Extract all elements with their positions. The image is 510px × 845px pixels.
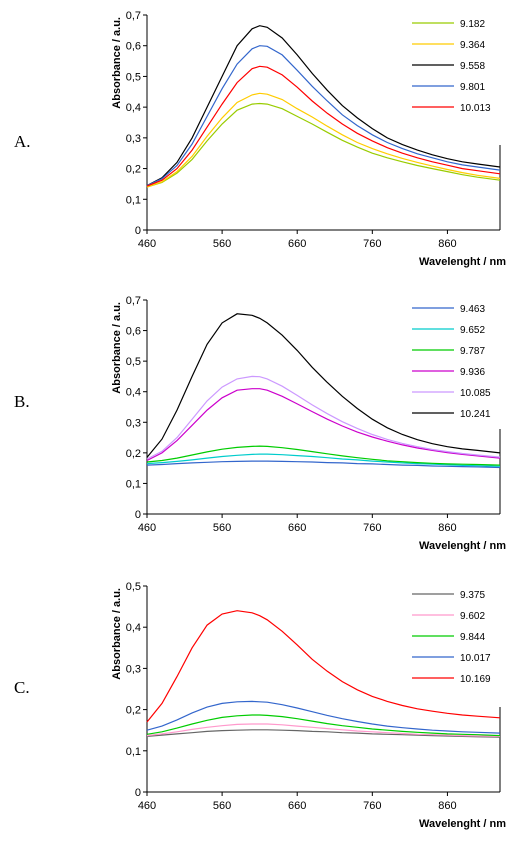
series-line-9.182 <box>146 102 501 188</box>
legend-label: 10.017 <box>460 653 491 664</box>
series-line-9.463 <box>146 460 501 469</box>
chart-panel-1: 0 0,1 0,2 0,3 0,4 0,5 0,6 0,7 460 560 660 760 860 Wav… <box>111 295 506 552</box>
series-line-9.375 <box>146 729 501 738</box>
y-tick-label: 0,4 <box>126 102 141 114</box>
x-tick-label: 560 <box>213 800 231 812</box>
y-tick-label: 0,5 <box>126 71 141 83</box>
series-line-9.844 <box>146 714 501 737</box>
x-tick-label: 760 <box>363 238 381 250</box>
series-line-10.241 <box>146 313 501 458</box>
series-line-10.013 <box>146 65 501 187</box>
series-line-9.652 <box>146 453 501 467</box>
x-tick-label: 560 <box>213 522 231 534</box>
chart-panel-2: 0 0,1 0,2 0,3 0,4 0,5 460 560 660 760 860 Wavelengh… <box>111 581 506 830</box>
x-tick-label: 860 <box>438 522 456 534</box>
y-axis-title: Absorbance / a.u. <box>111 302 123 394</box>
x-tick-label: 860 <box>438 800 456 812</box>
x-tick-label: 660 <box>288 238 306 250</box>
series-line-10.085 <box>146 375 501 460</box>
x-tick-label: 760 <box>363 800 381 812</box>
legend-label: 9.787 <box>460 346 485 357</box>
series-line-9.364 <box>146 92 501 188</box>
legend-label: 10.169 <box>460 674 491 685</box>
legend-label: 10.085 <box>460 388 491 399</box>
panel-label-b: B. <box>14 392 30 411</box>
y-tick-label: 0 <box>135 787 141 799</box>
series-line-9.558 <box>146 25 501 187</box>
y-tick-label: 0 <box>135 225 141 237</box>
series-line-10.169 <box>146 610 501 723</box>
y-tick-label: 0,3 <box>126 663 141 675</box>
x-axis-title: Wavelenght / nm <box>419 818 506 830</box>
legend-label: 9.602 <box>460 611 485 622</box>
x-tick-label: 660 <box>288 800 306 812</box>
y-tick-label: 0,7 <box>126 295 141 307</box>
panel-label-c: C. <box>14 678 30 697</box>
series-line-9.936 <box>146 388 501 462</box>
x-axis-title: Wavelenght / nm <box>419 540 506 552</box>
y-axis-title: Absorbance / a.u. <box>111 588 123 680</box>
y-tick-label: 0,1 <box>126 478 141 490</box>
x-tick-label: 460 <box>138 522 156 534</box>
legend-label: 10.013 <box>460 103 491 114</box>
series-line-10.017 <box>146 700 501 734</box>
y-tick-label: 0 <box>135 509 141 521</box>
y-axis-title: Absorbance / a.u. <box>111 17 123 109</box>
series-line-9.787 <box>146 445 501 466</box>
y-tick-label: 0,4 <box>126 622 141 634</box>
x-tick-label: 860 <box>438 238 456 250</box>
y-tick-label: 0,1 <box>126 194 141 206</box>
y-tick-label: 0,2 <box>126 705 141 717</box>
legend-label: 9.375 <box>460 590 485 601</box>
y-tick-label: 0,3 <box>126 133 141 145</box>
y-tick-label: 0,4 <box>126 387 141 399</box>
legend-label: 9.801 <box>460 82 485 93</box>
y-tick-label: 0,6 <box>126 41 141 53</box>
chart-panel-0: 0 0,1 0,2 0,3 0,4 0,5 0,6 0,7 460 560 660 760 860 Wav… <box>111 10 506 268</box>
panel-label-a: A. <box>14 132 31 151</box>
legend-label: 9.463 <box>460 304 485 315</box>
legend-label: 9.936 <box>460 367 485 378</box>
y-tick-label: 0,6 <box>126 326 141 338</box>
x-tick-label: 460 <box>138 238 156 250</box>
x-tick-label: 660 <box>288 522 306 534</box>
y-tick-label: 0,5 <box>126 356 141 368</box>
x-tick-label: 760 <box>363 522 381 534</box>
legend-label: 10.241 <box>460 409 491 420</box>
y-tick-label: 0,2 <box>126 164 141 176</box>
y-tick-label: 0,5 <box>126 581 141 593</box>
series-line-9.801 <box>146 45 501 187</box>
series-line-9.602 <box>146 723 501 737</box>
x-axis-title: Wavelenght / nm <box>419 256 506 268</box>
y-tick-label: 0,3 <box>126 417 141 429</box>
y-tick-label: 0,2 <box>126 448 141 460</box>
legend-label: 9.558 <box>460 61 485 72</box>
y-tick-label: 0,1 <box>126 746 141 758</box>
x-tick-label: 560 <box>213 238 231 250</box>
legend-label: 9.652 <box>460 325 485 336</box>
legend-label: 9.844 <box>460 632 485 643</box>
legend-label: 9.182 <box>460 19 485 30</box>
y-tick-label: 0,7 <box>126 10 141 22</box>
x-tick-label: 460 <box>138 800 156 812</box>
legend-label: 9.364 <box>460 40 485 51</box>
